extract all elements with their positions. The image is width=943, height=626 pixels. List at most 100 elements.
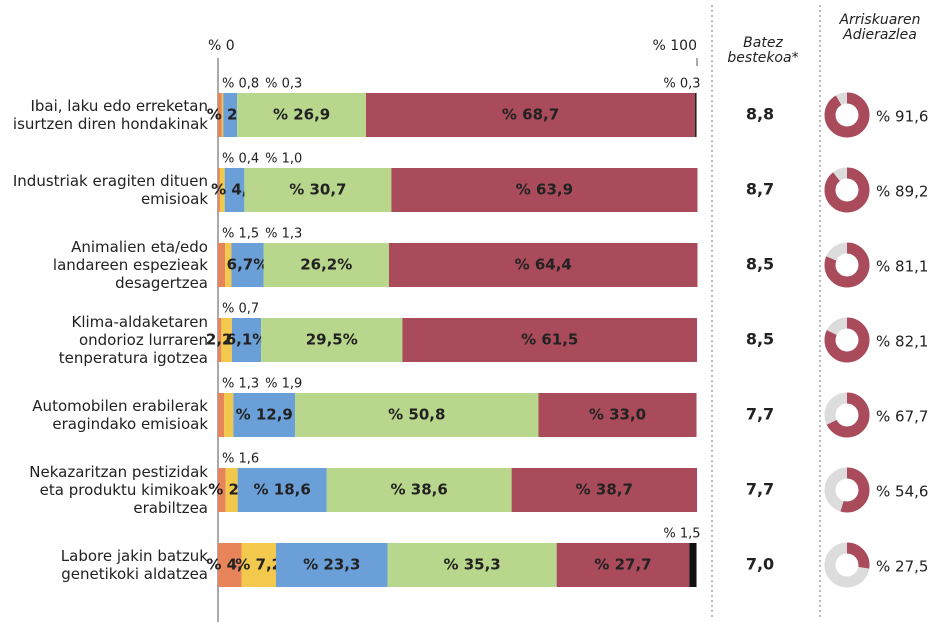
value-label: % 61,5 xyxy=(521,331,578,349)
risk-label: % 91,6 xyxy=(876,108,928,126)
x-tick-label: % 100 xyxy=(653,38,697,54)
value-label: % 38,7 xyxy=(576,481,633,499)
bar-segment xyxy=(233,393,296,437)
bar-segment xyxy=(225,468,238,512)
value-label: % 18,6 xyxy=(254,481,311,499)
bar-segment xyxy=(223,93,238,137)
bar-segment xyxy=(326,468,512,512)
value-label: 6,7% xyxy=(227,256,269,274)
bar-segment xyxy=(225,243,232,287)
bar-segment xyxy=(244,168,392,212)
bar-segment xyxy=(689,543,697,587)
bar-segment xyxy=(218,468,226,512)
value-label: 6,1% xyxy=(226,331,268,349)
bar-segment xyxy=(695,93,697,137)
value-label: % 64,4 xyxy=(515,256,572,274)
value-label: % 26,9 xyxy=(273,106,330,124)
bar-segment xyxy=(275,543,388,587)
value-label: % 23,3 xyxy=(303,556,360,574)
value-label: % 33,0 xyxy=(589,406,646,424)
bar-segment xyxy=(224,168,245,212)
value-label: % 63,9 xyxy=(516,181,573,199)
bar-segment xyxy=(391,168,698,212)
bar-segment xyxy=(218,93,222,137)
value-label: % 0,3 xyxy=(265,77,302,92)
bar-segment xyxy=(402,318,697,362)
risk-label: % 82,1 xyxy=(876,333,928,351)
risk-label: % 54,6 xyxy=(876,483,928,501)
bar-segment xyxy=(219,168,225,212)
bar-segment xyxy=(237,93,367,137)
bar-segment xyxy=(261,318,403,362)
bar-segment xyxy=(221,93,224,137)
value-label: % 50,8 xyxy=(388,406,445,424)
bar-segment xyxy=(218,243,226,287)
value-label: % 1,0 xyxy=(265,152,302,167)
donut-value xyxy=(824,317,870,363)
category-label: Automobilen erabilerak eragindako emisio… xyxy=(32,397,208,433)
value-label: % 38,6 xyxy=(391,481,448,499)
value-label: % 1,3 xyxy=(222,377,259,392)
donut-value xyxy=(824,167,870,213)
value-label: % 27,7 xyxy=(594,556,651,574)
donut-value xyxy=(824,467,870,513)
value-label: % 1,6 xyxy=(222,452,259,467)
value-label: % 35,3 xyxy=(443,556,500,574)
bar-segment xyxy=(218,168,220,212)
category-label: Nekazaritzan pestizidak eta produktu kim… xyxy=(29,463,208,517)
bar-segment xyxy=(389,243,698,287)
risk-label: % 67,7 xyxy=(876,408,928,426)
bar-segment xyxy=(231,318,262,362)
donut-value xyxy=(824,392,870,438)
bar-segment xyxy=(237,468,327,512)
bar-segment xyxy=(511,468,697,512)
donut-value xyxy=(824,242,870,288)
bar-segment xyxy=(231,243,264,287)
bar-segment xyxy=(538,393,697,437)
value-label: % 12,9 xyxy=(236,406,293,424)
value-label: 26,2% xyxy=(300,256,352,274)
bar-segment xyxy=(295,393,539,437)
bar-segment xyxy=(387,543,557,587)
category-label: Animalien eta/edo landareen espezieak de… xyxy=(52,238,208,292)
value-label: % 30,7 xyxy=(289,181,346,199)
average-value: 7,7 xyxy=(746,480,774,499)
risk-title: Arriskuaren Adierazlea xyxy=(839,12,921,43)
bar-segment xyxy=(263,243,390,287)
bar-segment xyxy=(218,318,222,362)
average-value: 7,0 xyxy=(746,555,774,574)
average-value: 8,8 xyxy=(746,105,774,124)
donut-value xyxy=(824,542,870,588)
category-label: Ibai, laku edo erreketan isurtzen diren … xyxy=(12,97,208,133)
value-label: % 4,9 xyxy=(206,556,253,574)
donut-value xyxy=(824,92,870,138)
x-tick-label: % 0 xyxy=(208,38,235,54)
value-label: % 1,9 xyxy=(265,377,302,392)
value-label: % 0,3 xyxy=(663,77,700,92)
average-value: 8,5 xyxy=(746,255,774,274)
bar-segment xyxy=(218,543,242,587)
bar-segment xyxy=(224,393,234,437)
value-label: 29,5% xyxy=(306,331,358,349)
average-value: 7,7 xyxy=(746,405,774,424)
value-label: % 0,4 xyxy=(222,152,259,167)
risk-label: % 27,5 xyxy=(876,558,928,576)
bar-segment xyxy=(556,543,690,587)
value-label: % 0,8 xyxy=(222,77,259,92)
value-label: % 1,5 xyxy=(663,527,700,542)
average-title: Batez bestekoa* xyxy=(727,35,799,66)
value-label: % 1,5 xyxy=(222,227,259,242)
value-label: % 68,7 xyxy=(502,106,559,124)
average-value: 8,7 xyxy=(746,180,774,199)
value-label: % 1,3 xyxy=(265,227,302,242)
risk-label: % 89,2 xyxy=(876,183,928,201)
category-label: Industriak eragiten dituen emisioak xyxy=(12,172,208,208)
value-label: % 7,2 xyxy=(235,556,282,574)
risk-label: % 81,1 xyxy=(876,258,928,276)
bar-segment xyxy=(221,318,232,362)
value-label: % 0,7 xyxy=(222,302,259,317)
category-label: Labore jakin batzuk genetikoki aldatzea xyxy=(60,547,208,583)
bar-segment xyxy=(218,393,225,437)
